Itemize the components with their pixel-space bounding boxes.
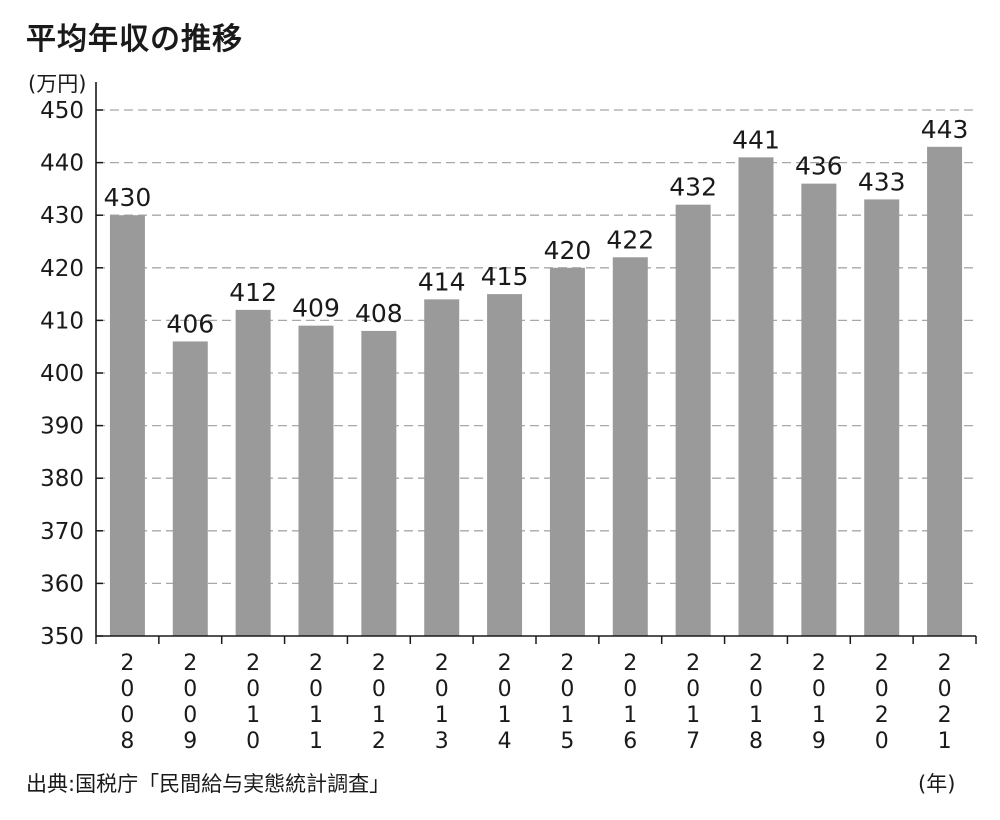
bar-2013 [424,299,460,636]
y-tick-label-430: 430 [40,203,84,229]
value-label-2015: 420 [544,236,592,265]
y-tick-label-420: 420 [40,256,84,282]
value-label-2008: 430 [104,183,152,212]
y-tick-label-390: 390 [40,414,84,440]
y-tick-label-450: 450 [40,98,84,124]
y-tick-label-440: 440 [40,151,84,177]
bar-2020 [864,199,900,637]
value-label-2019: 436 [795,152,843,181]
value-label-2016: 422 [606,225,654,254]
y-tick-labels: 350 360 370 380 390 400 410 420 430 440 450 [40,98,84,650]
y-tick-label-410: 410 [40,308,84,334]
bar-2015 [549,267,585,636]
value-label-2010: 412 [229,278,277,307]
value-label-2013: 414 [418,267,466,296]
grid-lines [95,109,977,644]
chart-title: 平均年収の推移 [26,22,243,57]
x-axis-unit-label: (年) [918,772,956,796]
bar-2021 [927,146,963,636]
bar-2010 [235,309,271,636]
value-label-2014: 415 [481,262,529,291]
y-axis-unit-label: (万円) [28,72,87,96]
value-label-2018: 441 [732,125,780,154]
bar-2009 [172,341,208,636]
source-note: 出典:国税庁「民間給与実態統計調査」 [26,772,391,796]
bar-2012 [361,330,397,636]
bars [109,146,963,637]
x-tick-labels: 2 0 0 8 2 0 0 9 2 0 1 0 2 0 1 1 2 0 1 2 2 0 1 3 2 0 1 4 2 0 1 5 2 0 1 6 2 0 1 7… [120,651,951,754]
y-tick-label-370: 370 [40,519,84,545]
value-label-2012: 408 [355,299,403,328]
bar-2017 [675,204,711,636]
axes [95,82,976,637]
value-label-2020: 433 [858,167,906,196]
y-tick-label-350: 350 [40,624,84,650]
y-tick-label-360: 360 [40,571,84,597]
y-tick-label-380: 380 [40,466,84,492]
bar-2014 [487,294,523,636]
bar-2018 [738,157,774,636]
bar-2019 [801,183,837,636]
value-labels: 430 406 412 409 408 414 415 420 422 432 441 436 433 4… [104,115,969,339]
value-label-2017: 432 [669,173,717,202]
value-label-2011: 409 [292,294,340,323]
value-label-2021: 443 [921,115,969,144]
bar-2016 [612,257,648,636]
y-tick-label-400: 400 [40,361,84,387]
value-label-2009: 406 [166,309,214,338]
bar-2008 [109,215,145,636]
bar-2011 [298,325,334,636]
